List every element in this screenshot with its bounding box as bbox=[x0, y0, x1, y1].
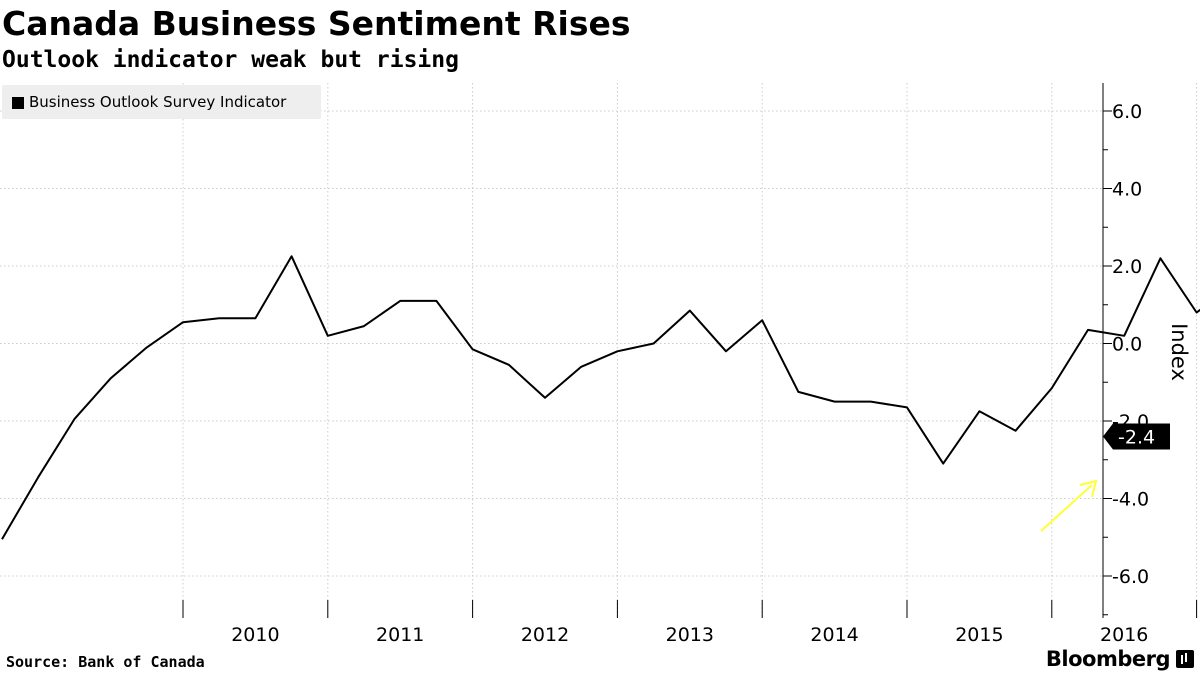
gridlines bbox=[0, 83, 1198, 618]
arrow-annotation bbox=[1040, 479, 1098, 532]
y-tick-label: -4.0 bbox=[1112, 489, 1149, 511]
chart-subtitle: Outlook indicator weak but rising bbox=[2, 47, 459, 73]
y-tick-label: 2.0 bbox=[1112, 256, 1142, 278]
bloomberg-icon bbox=[1176, 650, 1194, 668]
arrow-head bbox=[1079, 479, 1098, 498]
x-tick-label: 2016 bbox=[1100, 624, 1148, 646]
x-tick-label: 2012 bbox=[521, 624, 569, 646]
x-tick-label: 2013 bbox=[666, 624, 714, 646]
legend-label: Business Outlook Survey Indicator bbox=[29, 93, 287, 111]
x-tick-label: 2010 bbox=[231, 624, 279, 646]
y-tick-label: 0.0 bbox=[1112, 334, 1142, 356]
y-axis-title: Index bbox=[1167, 323, 1191, 381]
x-tick-label: 2014 bbox=[810, 624, 858, 646]
x-tick-label: 2011 bbox=[376, 624, 424, 646]
last-value-label: -2.4 bbox=[1118, 427, 1155, 449]
y-tick-label: 6.0 bbox=[1112, 101, 1142, 123]
source-note: Source: Bank of Canada bbox=[6, 653, 205, 671]
x-tick-label: 2015 bbox=[955, 624, 1003, 646]
arrow-shaft bbox=[1040, 484, 1093, 532]
y-tick-label: 4.0 bbox=[1112, 179, 1142, 201]
annotations: -2.4 bbox=[1040, 423, 1170, 532]
legend-swatch bbox=[12, 97, 24, 109]
last-value-box bbox=[1103, 423, 1170, 450]
brand-logo-text: Bloomberg bbox=[1045, 647, 1171, 671]
series-layer bbox=[1, 255, 1200, 540]
series-line bbox=[1, 255, 1200, 540]
y-tick-label: -6.0 bbox=[1112, 566, 1149, 588]
last-value-callout: -2.4 bbox=[1103, 423, 1170, 450]
legend: Business Outlook Survey Indicator bbox=[2, 85, 321, 119]
chart-title: Canada Business Sentiment Rises bbox=[2, 4, 631, 43]
